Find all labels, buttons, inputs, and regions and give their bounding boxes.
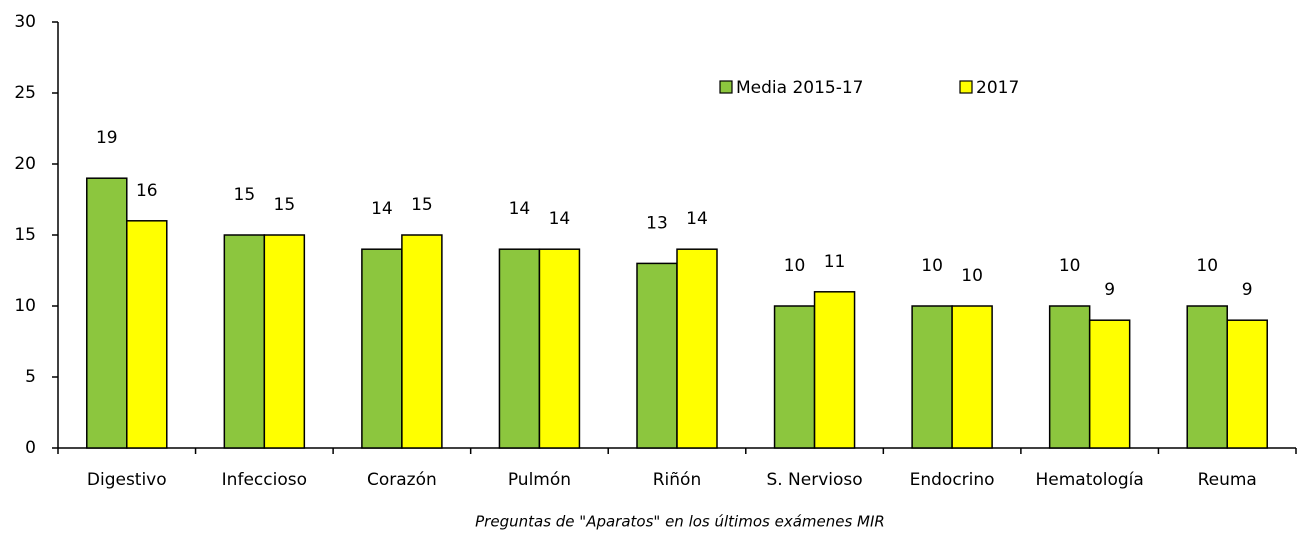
legend-label: Media 2015-17 <box>736 78 864 98</box>
y-tick-label: 25 <box>14 83 36 103</box>
bar <box>361 248 403 449</box>
y-tick-label: 15 <box>14 225 36 245</box>
x-tick-label: Hematología <box>1035 470 1143 490</box>
value-label: 14 <box>686 209 708 229</box>
bar <box>126 220 168 449</box>
bar <box>498 248 541 449</box>
bar <box>951 305 993 449</box>
value-label: 15 <box>411 195 433 215</box>
legend-swatch <box>719 80 733 94</box>
bar <box>636 262 678 449</box>
bar <box>911 305 953 449</box>
x-tick-label: Pulmón <box>508 470 571 490</box>
value-label: 16 <box>136 181 158 201</box>
x-tick-label: Endocrino <box>910 470 995 490</box>
bar <box>1186 305 1228 449</box>
value-label: 13 <box>646 213 668 233</box>
x-axis-label: Preguntas de "Aparatos" en los últimos e… <box>475 513 885 531</box>
x-tick-label: Digestivo <box>87 470 167 490</box>
x-tick-label: S. Nervioso <box>766 470 862 490</box>
value-label: 10 <box>784 256 806 276</box>
value-label: 10 <box>921 256 943 276</box>
value-label: 10 <box>1196 256 1218 276</box>
bar <box>1088 319 1131 449</box>
x-tick-label: Infeccioso <box>222 470 307 490</box>
bar <box>1226 319 1268 449</box>
value-label: 14 <box>371 199 393 219</box>
bar <box>263 234 306 449</box>
x-tick-label: Corazón <box>367 470 437 490</box>
value-label: 9 <box>1104 280 1115 300</box>
legend-swatch <box>959 80 973 94</box>
y-tick-label: 30 <box>14 12 36 32</box>
y-tick-label: 5 <box>25 367 36 387</box>
bar <box>86 177 128 449</box>
x-tick-label: Reuma <box>1198 470 1257 490</box>
bar <box>401 234 443 449</box>
x-tick-label: Riñón <box>653 470 702 490</box>
y-tick-label: 0 <box>25 438 36 458</box>
value-label: 14 <box>509 199 531 219</box>
value-label: 15 <box>274 195 296 215</box>
legend-label: 2017 <box>976 78 1019 98</box>
bar <box>223 234 266 449</box>
bar <box>1048 305 1091 449</box>
value-label: 19 <box>96 128 118 148</box>
value-label: 10 <box>961 266 983 286</box>
value-label: 10 <box>1059 256 1081 276</box>
bar <box>813 291 856 449</box>
y-tick-label: 10 <box>14 296 36 316</box>
bar <box>538 248 581 449</box>
bar <box>773 305 816 449</box>
value-label: 14 <box>549 209 571 229</box>
value-label: 15 <box>234 185 256 205</box>
bar <box>676 248 718 449</box>
y-tick-label: 20 <box>14 154 36 174</box>
value-label: 11 <box>824 252 846 272</box>
value-label: 9 <box>1242 280 1253 300</box>
